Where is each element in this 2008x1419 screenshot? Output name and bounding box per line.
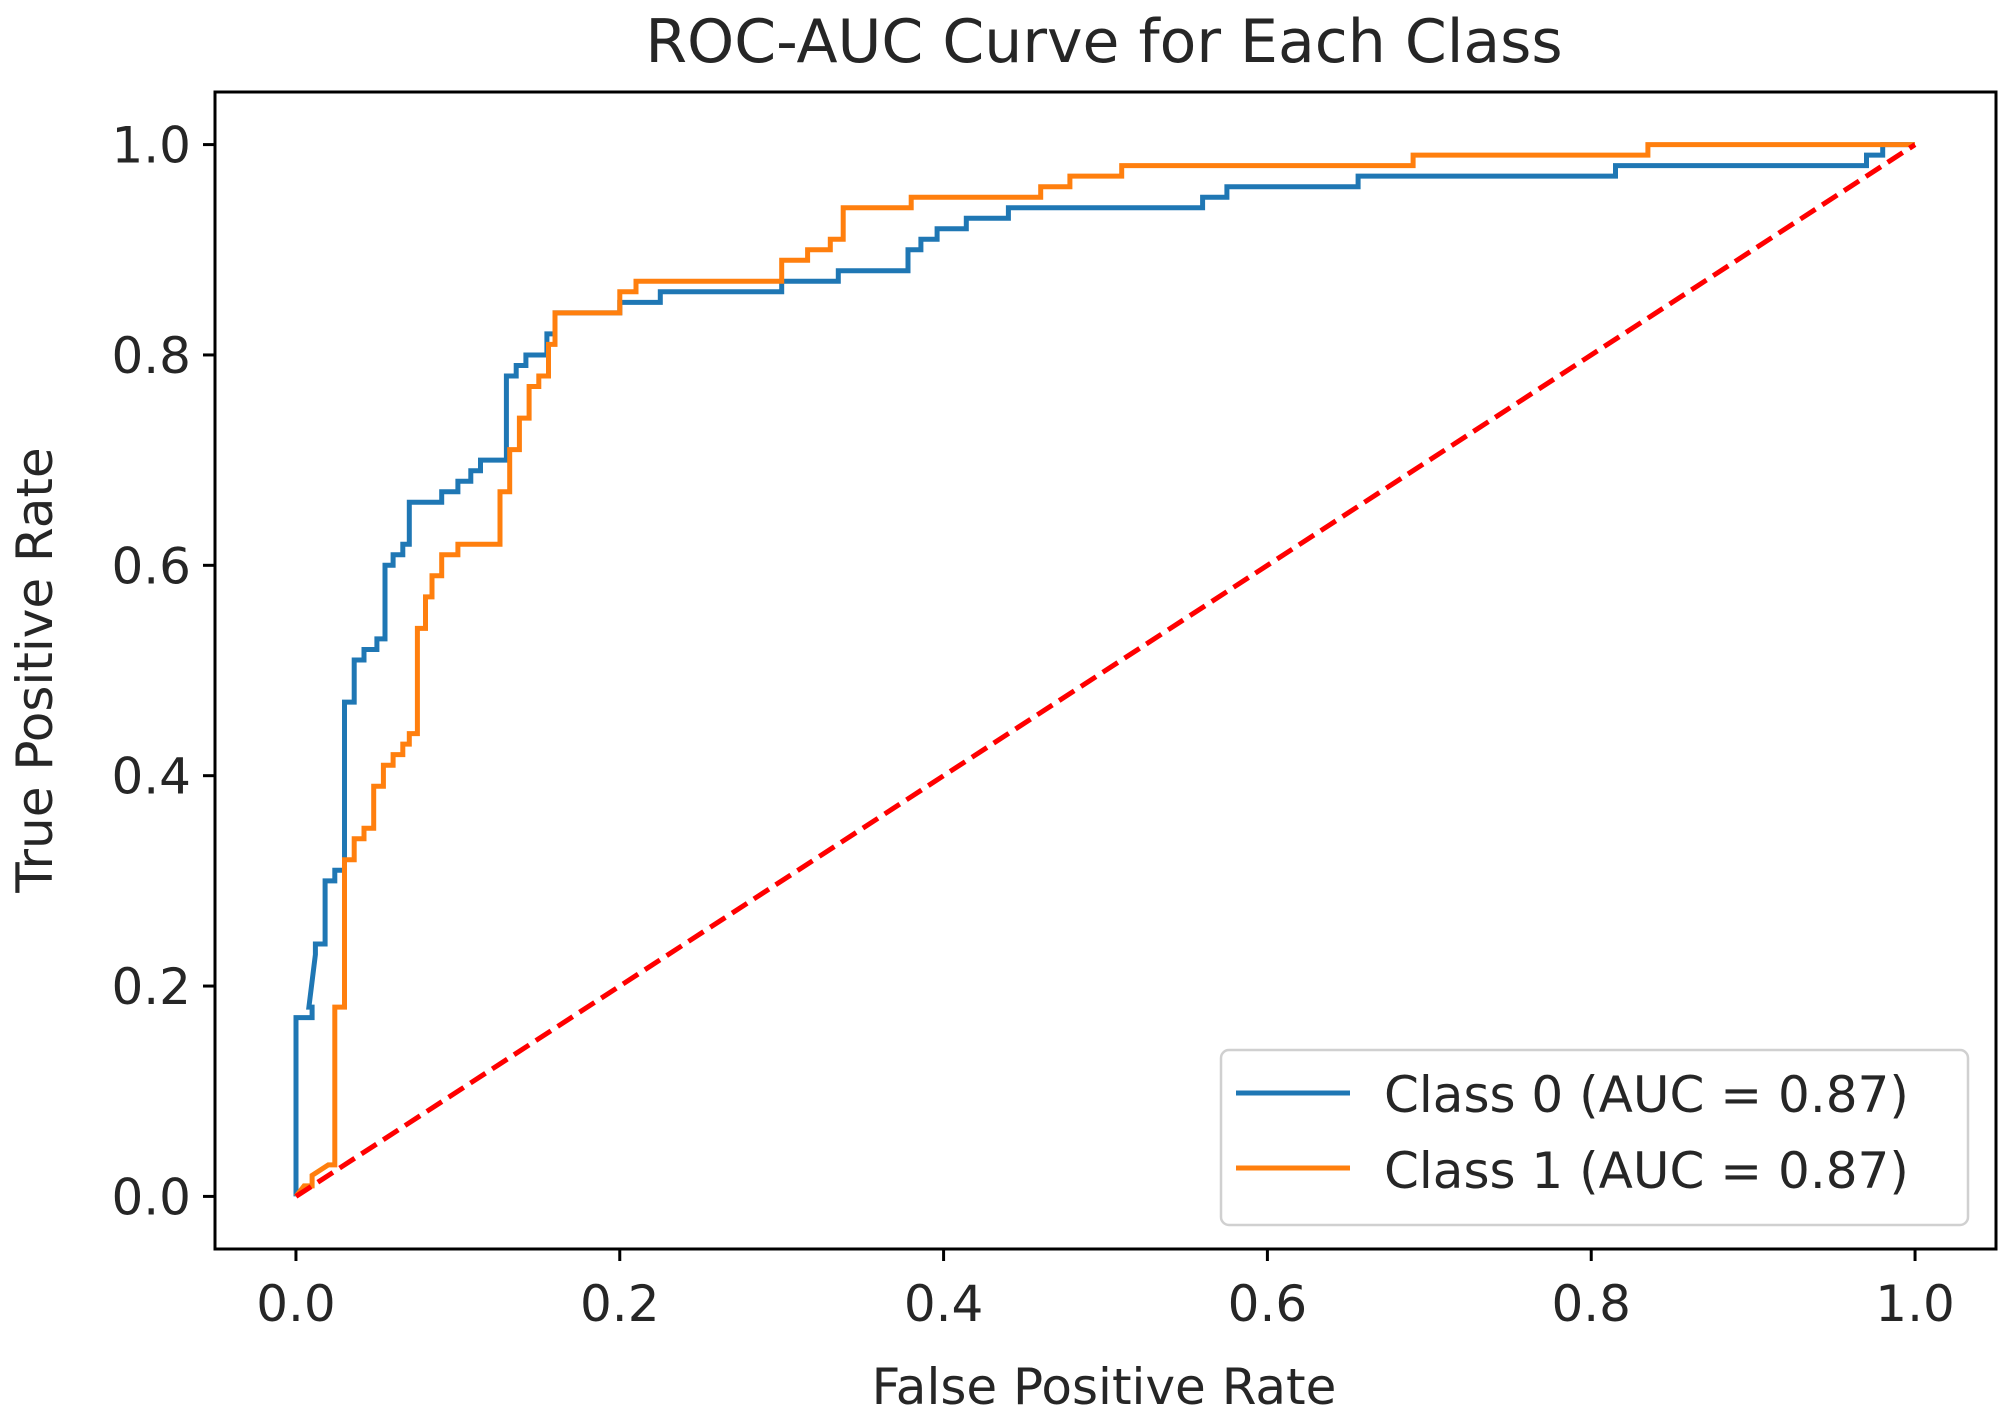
legend-label-class-1: Class 1 (AUC = 0.87) bbox=[1384, 1142, 1909, 1200]
y-tick-label: 0.8 bbox=[111, 327, 191, 385]
y-axis-ticks: 0.0 0.2 0.4 0.6 0.8 1.0 bbox=[111, 117, 215, 1226]
y-axis-label: True Positive Rate bbox=[6, 447, 64, 893]
y-tick-label: 0.2 bbox=[111, 958, 191, 1016]
chart-title: ROC-AUC Curve for Each Class bbox=[645, 7, 1562, 77]
series-line-class-1 bbox=[294, 142, 1915, 1198]
series-layer bbox=[293, 142, 1917, 1199]
x-tick-label: 0.8 bbox=[1551, 1275, 1631, 1333]
x-tick-label: 0.6 bbox=[1228, 1275, 1308, 1333]
y-tick-label: 0.0 bbox=[111, 1168, 191, 1226]
x-tick-label: 0.4 bbox=[904, 1275, 984, 1333]
y-tick-label: 0.6 bbox=[111, 537, 191, 595]
legend-label-class-0: Class 0 (AUC = 0.87) bbox=[1384, 1066, 1909, 1124]
x-tick-label: 0.0 bbox=[256, 1275, 336, 1333]
y-tick-label: 0.4 bbox=[111, 748, 191, 806]
plot-frame bbox=[213, 90, 1998, 1251]
chance-diagonal-line bbox=[294, 142, 1917, 1199]
x-tick-label: 0.2 bbox=[580, 1275, 660, 1333]
legend-box bbox=[1219, 1048, 1970, 1227]
x-axis-label: False Positive Rate bbox=[872, 1358, 1337, 1416]
y-tick-label: 1.0 bbox=[111, 117, 191, 175]
legend: Class 0 (AUC = 0.87) Class 1 (AUC = 0.87… bbox=[1219, 1048, 1970, 1227]
x-tick-label: 1.0 bbox=[1875, 1275, 1955, 1333]
series-line-class-0 bbox=[293, 142, 1915, 1197]
x-axis-ticks: 0.0 0.2 0.4 0.6 0.8 1.0 bbox=[256, 1249, 1955, 1333]
